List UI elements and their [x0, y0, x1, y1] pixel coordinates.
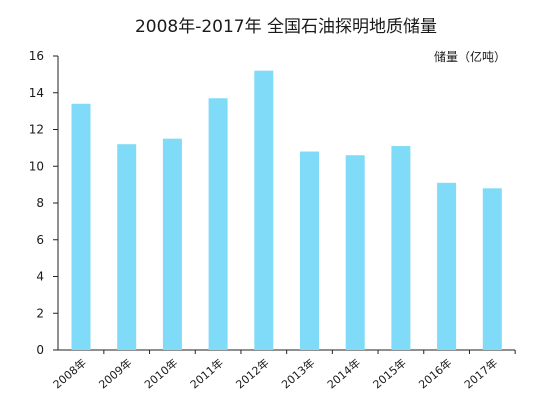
x-tick-label: 2017年	[461, 356, 500, 392]
x-tick-label: 2009年	[96, 356, 135, 392]
bar-2017年	[482, 188, 502, 350]
bar-2009年	[117, 144, 137, 350]
bar-2016年	[437, 182, 457, 350]
y-tick-label: 8	[36, 196, 44, 210]
y-tick-label: 10	[29, 159, 44, 173]
bar-2012年	[254, 70, 274, 350]
x-tick-label: 2016年	[416, 356, 455, 392]
y-tick-label: 12	[29, 123, 44, 137]
bar-2013年	[300, 151, 319, 350]
bar-2011年	[208, 98, 228, 350]
x-tick-label: 2014年	[324, 356, 363, 392]
x-tick-label: 2015年	[370, 356, 409, 392]
y-tick-label: 2	[36, 306, 44, 320]
x-tick-label: 2011年	[187, 356, 226, 392]
bar-series	[71, 70, 502, 351]
y-tick-label: 4	[36, 270, 44, 284]
x-axis-ticks: 2008年 2009年 2010年 2011年 2012年 2013年 2014年 2015年…	[50, 350, 516, 392]
y-axis-ticks: 0 2 4 6 8 10 12 14 16	[29, 49, 58, 357]
y-tick-label: 0	[36, 343, 44, 357]
y-tick-label: 16	[29, 49, 44, 63]
x-tick-label: 2008年	[50, 356, 89, 392]
x-tick-label: 2012年	[233, 356, 272, 392]
x-tick-label: 2013年	[279, 356, 318, 392]
x-tick-label: 2010年	[141, 356, 180, 392]
bar-2015年	[391, 146, 411, 350]
chart-title: 2008年-2017年 全国石油探明地质储量	[135, 17, 437, 37]
y-axis-unit-label: 储量（亿吨）	[434, 49, 506, 64]
bar-2008年	[71, 103, 91, 351]
bar-2010年	[162, 138, 182, 350]
y-tick-label: 6	[36, 233, 44, 247]
y-tick-label: 14	[29, 86, 44, 100]
bar-2014年	[345, 155, 365, 350]
